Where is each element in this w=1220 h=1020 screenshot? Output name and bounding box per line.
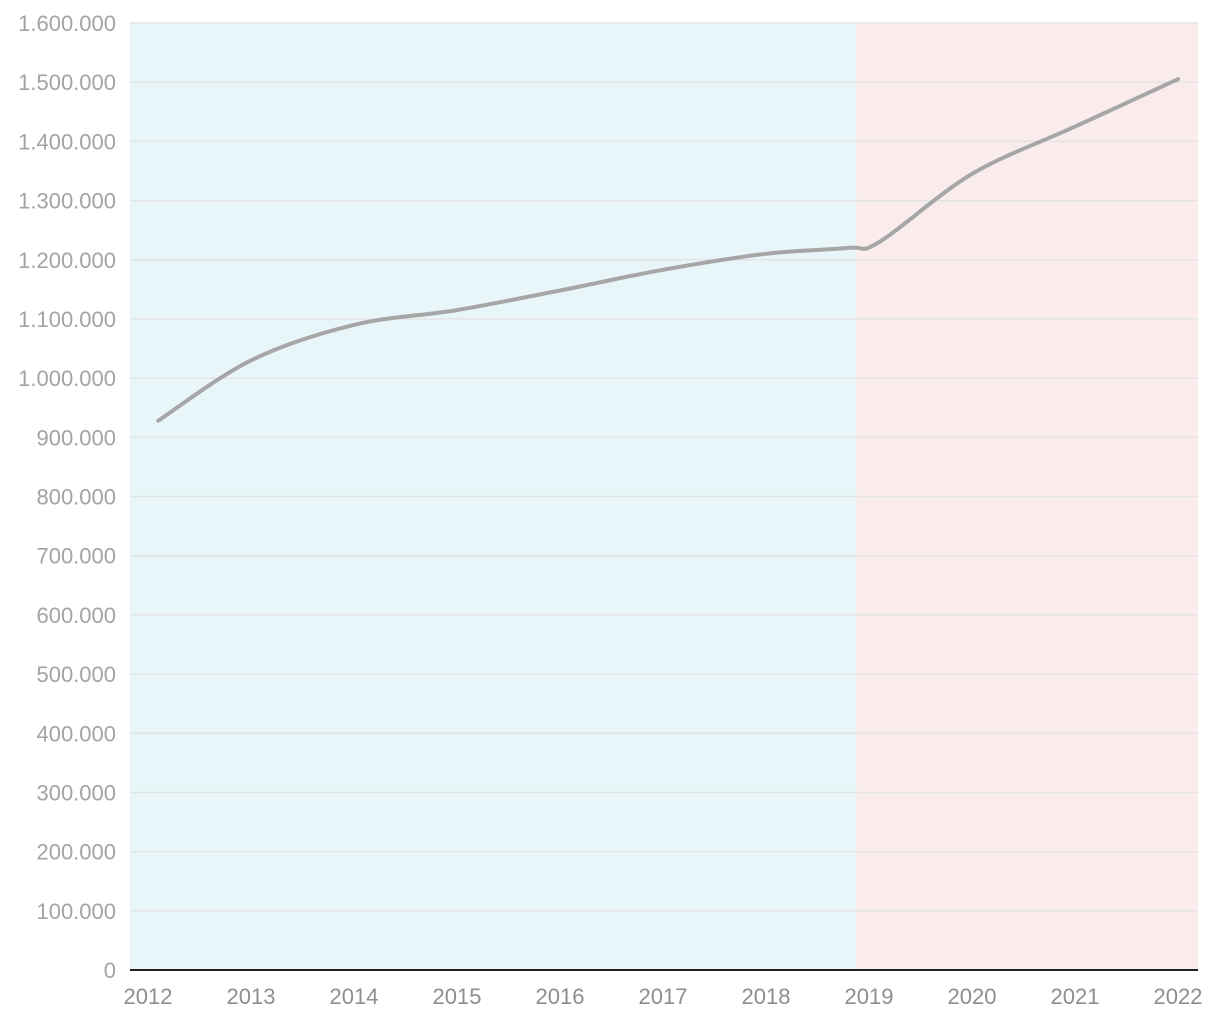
x-tick-label: 2012: [124, 984, 173, 1009]
x-tick-label: 2013: [227, 984, 276, 1009]
x-tick-label: 2014: [330, 984, 379, 1009]
y-tick-label: 1.600.000: [18, 11, 116, 36]
x-tick-label: 2017: [639, 984, 688, 1009]
x-tick-label: 2015: [433, 984, 482, 1009]
y-tick-label: 700.000: [36, 544, 116, 569]
gridlines: [130, 22, 1198, 912]
y-tick-label: 900.000: [36, 425, 116, 450]
y-tick-label: 1.500.000: [18, 70, 116, 95]
y-tick-labels: 0 100.000 200.000 300.000 400.000 500.000 600.…: [18, 11, 116, 983]
x-tick-label: 2021: [1051, 984, 1100, 1009]
series-line-0: [156, 77, 1180, 423]
x-tick-label: 2016: [536, 984, 585, 1009]
x-tick-label: 2020: [948, 984, 997, 1009]
y-tick-label: 300.000: [36, 780, 116, 805]
x-tick-label: 2022: [1154, 984, 1203, 1009]
x-tick-label: 2019: [845, 984, 894, 1009]
x-tick-labels: 2012 2013 2014 2015 2016 2017 2018 2019 2020 2021…: [124, 984, 1203, 1009]
y-tick-label: 1.300.000: [18, 189, 116, 214]
y-tick-label: 1.100.000: [18, 307, 116, 332]
y-tick-label: 800.000: [36, 485, 116, 510]
y-tick-label: 1.400.000: [18, 129, 116, 154]
y-tick-label: 100.000: [36, 899, 116, 924]
y-tick-label: 600.000: [36, 603, 116, 628]
y-tick-label: 500.000: [36, 662, 116, 687]
y-tick-label: 400.000: [36, 721, 116, 746]
x-tick-label: 2018: [742, 984, 791, 1009]
series-lines: [156, 77, 1180, 423]
y-tick-label: 1.000.000: [18, 366, 116, 391]
y-tick-label: 1.200.000: [18, 248, 116, 273]
y-tick-label: 0: [104, 958, 116, 983]
y-tick-label: 200.000: [36, 840, 116, 865]
